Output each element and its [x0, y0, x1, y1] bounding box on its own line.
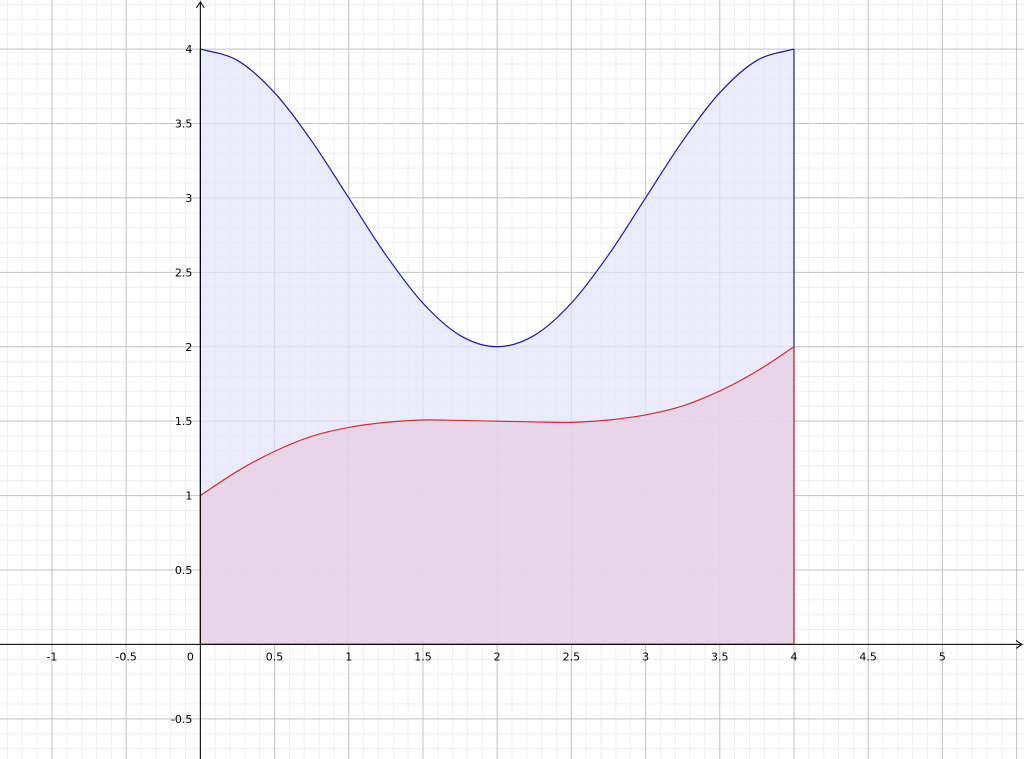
- tick-labels: -1 -0.5 0 0.5 1 1.5 2 2.5 3 3.5 4 4.5 5 -0.5 0.5 1 1.5 2 2…: [46, 43, 945, 726]
- y-tick-label: -0.5: [171, 713, 192, 726]
- x-tick-label: 0.5: [266, 650, 284, 663]
- x-tick-label: 2: [494, 650, 501, 663]
- series-2-fill: [200, 346, 794, 645]
- x-tick-label: 1.5: [414, 650, 432, 663]
- x-tick-label: 1: [345, 650, 352, 663]
- y-tick-label: 3.5: [175, 118, 193, 131]
- y-tick-label: 3: [185, 192, 192, 205]
- y-tick-label: 2: [185, 341, 192, 354]
- x-tick-label: 0: [187, 650, 194, 663]
- series-2-curve: [200, 346, 795, 497]
- x-tick-label: 3.5: [711, 650, 729, 663]
- x-tick-label: 2.5: [563, 650, 581, 663]
- y-tick-label: 4: [185, 43, 192, 56]
- y-tick-label: 0.5: [175, 564, 193, 577]
- x-tick-label: 5: [939, 650, 946, 663]
- y-tick-label: 1: [185, 490, 192, 503]
- x-tick-label: 4: [790, 650, 797, 663]
- x-tick-label: 3: [642, 650, 649, 663]
- x-tick-label: -0.5: [115, 650, 136, 663]
- x-tick-label: 4.5: [859, 650, 877, 663]
- y-tick-label: 1.5: [175, 415, 193, 428]
- x-axis-arrow: [1015, 639, 1023, 649]
- x-tick-label: -1: [46, 650, 57, 663]
- y-tick-label: 2.5: [175, 266, 193, 279]
- series-1-curve: [200, 48, 795, 348]
- y-axis-arrow: [195, 1, 205, 9]
